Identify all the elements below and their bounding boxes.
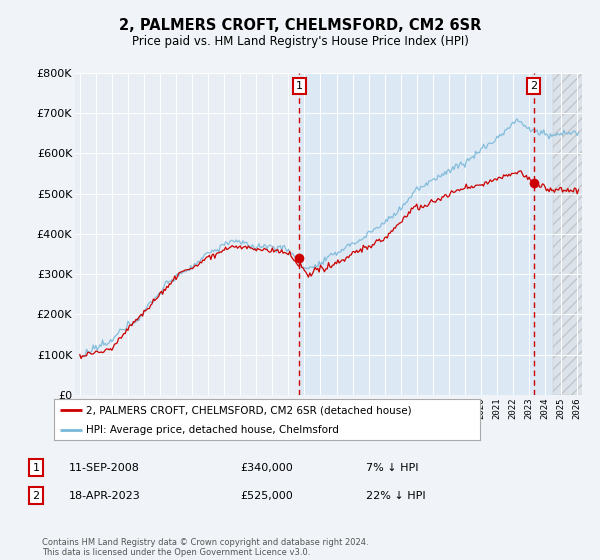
Text: 2: 2 <box>530 81 537 91</box>
Text: Contains HM Land Registry data © Crown copyright and database right 2024.
This d: Contains HM Land Registry data © Crown c… <box>42 538 368 557</box>
Bar <box>553 73 585 395</box>
Text: £525,000: £525,000 <box>240 491 293 501</box>
Text: 1: 1 <box>32 463 40 473</box>
Text: 7% ↓ HPI: 7% ↓ HPI <box>366 463 419 473</box>
Text: 18-APR-2023: 18-APR-2023 <box>69 491 141 501</box>
Text: HPI: Average price, detached house, Chelmsford: HPI: Average price, detached house, Chel… <box>86 424 339 435</box>
Text: £340,000: £340,000 <box>240 463 293 473</box>
Text: 2, PALMERS CROFT, CHELMSFORD, CM2 6SR: 2, PALMERS CROFT, CHELMSFORD, CM2 6SR <box>119 18 481 32</box>
Text: 22% ↓ HPI: 22% ↓ HPI <box>366 491 425 501</box>
Text: 11-SEP-2008: 11-SEP-2008 <box>69 463 140 473</box>
Text: Price paid vs. HM Land Registry's House Price Index (HPI): Price paid vs. HM Land Registry's House … <box>131 35 469 49</box>
Text: 1: 1 <box>296 81 303 91</box>
Text: 2: 2 <box>32 491 40 501</box>
Text: 2, PALMERS CROFT, CHELMSFORD, CM2 6SR (detached house): 2, PALMERS CROFT, CHELMSFORD, CM2 6SR (d… <box>86 405 412 415</box>
Bar <box>299 73 553 395</box>
